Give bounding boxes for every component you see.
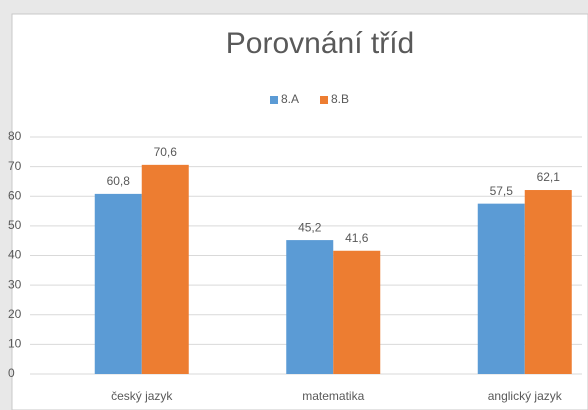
data-label: 41,6 — [345, 231, 369, 245]
bar — [333, 250, 381, 374]
bar — [141, 164, 189, 374]
y-tick-label: 50 — [8, 218, 22, 232]
y-tick-label: 20 — [8, 307, 22, 321]
y-tick-label: 70 — [8, 159, 22, 173]
legend-swatch — [320, 96, 328, 104]
bar — [94, 193, 142, 374]
y-tick-label: 30 — [8, 277, 22, 291]
bar — [286, 240, 334, 374]
x-tick-label: český jazyk — [111, 389, 173, 403]
y-tick-label: 10 — [8, 337, 22, 351]
data-label: 60,8 — [107, 174, 131, 188]
data-label: 57,5 — [490, 184, 514, 198]
y-tick-label: 0 — [8, 366, 15, 380]
data-label: 62,1 — [537, 170, 561, 184]
y-tick-label: 60 — [8, 188, 22, 202]
x-tick-label: anglický jazyk — [488, 389, 563, 403]
chart-title: Porovnání tříd — [226, 27, 414, 60]
bar — [477, 203, 525, 374]
legend-swatch — [270, 96, 278, 104]
data-label: 70,6 — [154, 145, 178, 159]
data-label: 45,2 — [298, 220, 322, 234]
legend-label: 8.B — [331, 92, 349, 106]
y-tick-label: 80 — [8, 129, 22, 143]
legend-label: 8.A — [281, 92, 299, 106]
y-tick-label: 40 — [8, 248, 22, 262]
bar — [524, 190, 572, 374]
x-tick-label: matematika — [302, 389, 364, 403]
